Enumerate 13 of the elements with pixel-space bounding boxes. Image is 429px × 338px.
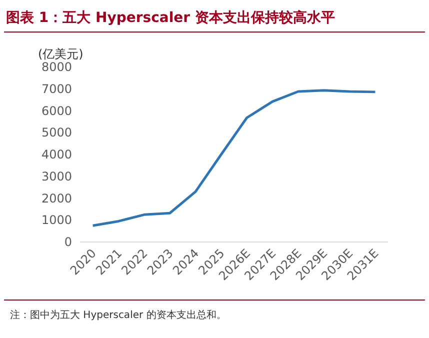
y-axis-title: (亿美元) <box>38 47 84 61</box>
y-tick-label: 8000 <box>41 60 72 74</box>
y-tick-label: 6000 <box>41 104 72 118</box>
line-series <box>92 89 376 227</box>
y-tick-label: 3000 <box>41 169 72 184</box>
y-tick-label: 4000 <box>41 148 72 162</box>
text: 注：图中为五大 Hyperscaler 的资本支出总和。 <box>10 309 226 321</box>
y-tick-label: 1000 <box>41 213 72 228</box>
y-tick-label: 2000 <box>41 191 72 206</box>
y-tick-label: 5000 <box>41 126 72 140</box>
chart-title: 图表 1：五大 Hyperscaler 资本支出保持较高水平 <box>6 9 335 26</box>
y-tick-label: 7000 <box>41 82 72 96</box>
y-tick-label: 0 <box>64 235 72 249</box>
